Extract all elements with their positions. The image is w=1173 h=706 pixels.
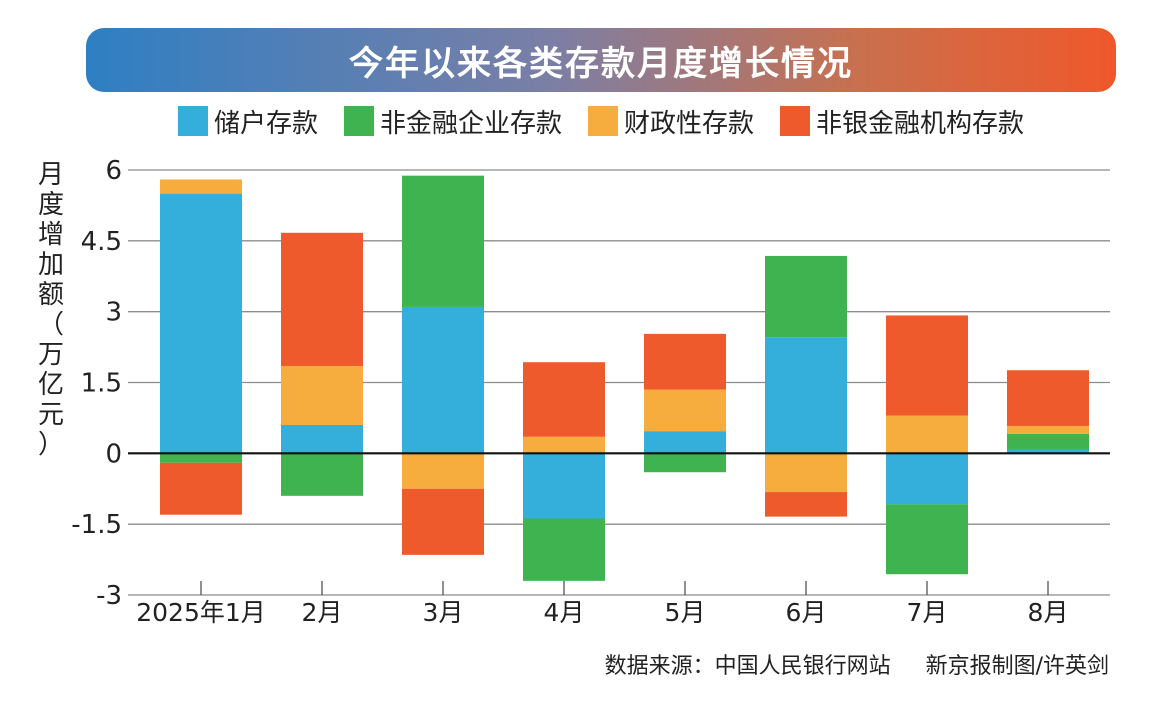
x-tick-label: 6月 xyxy=(786,598,827,627)
y-axis-label-char: 万 xyxy=(37,340,64,370)
y-tick-label: 3 xyxy=(105,298,122,328)
bar-segment xyxy=(1007,425,1089,434)
x-tick-label: 2月 xyxy=(302,598,343,627)
y-axis-label-char: 额 xyxy=(37,280,64,310)
y-tick-label: 6 xyxy=(105,156,122,186)
y-axis-label-char: 增 xyxy=(37,220,64,250)
bar-segment xyxy=(523,362,605,437)
source-credit: 数据来源：中国人民银行网站 新京报制图/许英剑 xyxy=(604,654,1109,679)
chart-title: 今年以来各类存款月度增长情况 xyxy=(349,43,853,84)
legend-swatch-corporate xyxy=(344,106,375,136)
bar-segment xyxy=(160,193,242,454)
bar-segment xyxy=(402,306,484,454)
y-axis-label-char: （ xyxy=(37,310,64,340)
x-tick-label: 7月 xyxy=(907,598,948,627)
legend-item-corporate: 非金融企业存款 xyxy=(344,103,562,140)
bar-segment xyxy=(765,337,847,454)
legend-item-nonbank: 非银金融机构存款 xyxy=(780,103,1024,140)
x-tick-label: 2025年1月 xyxy=(136,598,266,627)
y-tick-label: 0 xyxy=(105,439,122,469)
y-axis-label-char: 加 xyxy=(37,250,64,280)
x-tick-label: 8月 xyxy=(1028,598,1069,627)
bar-segment xyxy=(644,333,726,390)
bar-segment xyxy=(765,255,847,338)
bar-segment xyxy=(402,453,484,489)
bar-segment xyxy=(765,492,847,517)
bar-segment xyxy=(523,436,605,454)
bar-segment xyxy=(160,462,242,515)
bar-segment xyxy=(402,175,484,307)
y-axis-label-char: 度 xyxy=(37,190,64,220)
legend-item-fiscal: 财政性存款 xyxy=(588,103,754,140)
legend-label-corporate: 非金融企业存款 xyxy=(380,108,563,139)
bar-segment xyxy=(402,488,484,555)
y-axis-label: 月 度 增 加 额 （ 万 亿 元 ） xyxy=(34,160,68,460)
bar-segment xyxy=(644,431,726,454)
bar-segment xyxy=(886,453,968,505)
bar-segment xyxy=(281,425,363,454)
legend-item-households: 储户存款 xyxy=(178,103,318,140)
bar-segment xyxy=(1007,433,1089,450)
bar-segment xyxy=(644,389,726,432)
bar-segment xyxy=(765,453,847,493)
legend-swatch-households xyxy=(178,106,208,136)
bar-segment xyxy=(644,453,726,473)
y-axis-label-char: 元 xyxy=(37,400,64,430)
bar-segment xyxy=(886,315,968,416)
y-tick-label: -1.5 xyxy=(71,510,122,540)
legend: 储户存款 非金融企业存款 财政性存款 非银金融机构存款 xyxy=(178,100,1050,142)
title-banner: 今年以来各类存款月度增长情况 xyxy=(86,28,1116,92)
bar-segment xyxy=(886,504,968,575)
bar-segment xyxy=(523,453,605,519)
y-axis-label-char: 月 xyxy=(37,160,64,190)
bar-segment xyxy=(281,232,363,366)
legend-swatch-fiscal xyxy=(588,106,619,136)
y-tick-label: 4.5 xyxy=(81,227,122,257)
bar-segment xyxy=(523,518,605,581)
x-tick-label: 4月 xyxy=(544,598,585,627)
bar-segment xyxy=(281,365,363,425)
bar-segment xyxy=(281,453,363,496)
y-axis-label-char: ） xyxy=(37,430,64,460)
y-tick-label: -3 xyxy=(96,581,122,611)
legend-swatch-nonbank xyxy=(780,106,811,136)
bar-segment xyxy=(886,415,968,454)
bar-segment xyxy=(160,179,242,194)
y-tick-label: 1.5 xyxy=(81,369,122,399)
bar-segment xyxy=(1007,449,1089,454)
legend-label-nonbank: 非银金融机构存款 xyxy=(816,108,1025,139)
legend-label-households: 储户存款 xyxy=(214,108,319,139)
x-tick-label: 3月 xyxy=(423,598,464,627)
y-axis-label-char: 亿 xyxy=(37,370,64,400)
x-tick-label: 5月 xyxy=(665,598,706,627)
legend-label-fiscal: 财政性存款 xyxy=(624,108,755,139)
bar-segment xyxy=(160,453,242,463)
bar-segment xyxy=(1007,370,1089,426)
